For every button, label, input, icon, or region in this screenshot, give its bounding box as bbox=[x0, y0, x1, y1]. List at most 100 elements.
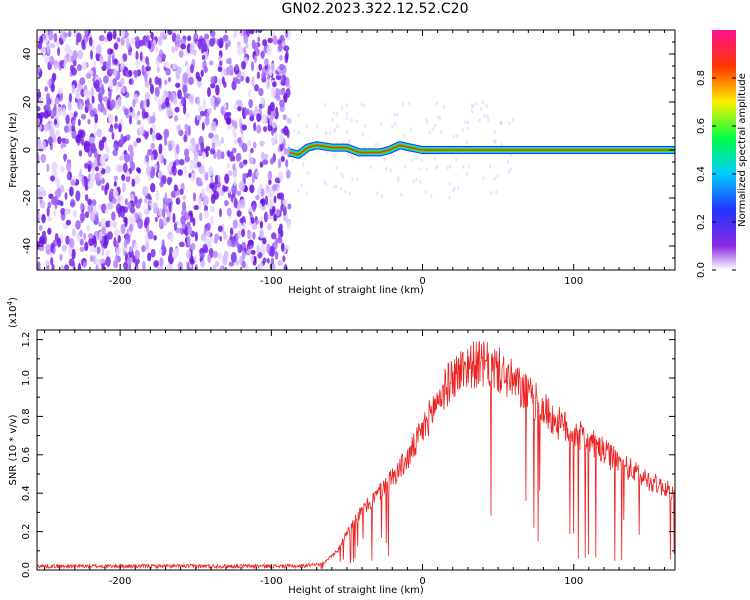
noise-speckle bbox=[217, 252, 223, 261]
noise-speckle bbox=[135, 50, 139, 61]
faint-speckle bbox=[494, 139, 497, 144]
noise-speckle bbox=[283, 45, 290, 52]
noise-speckle bbox=[189, 259, 195, 265]
noise-speckle bbox=[120, 133, 124, 144]
noise-speckle bbox=[45, 244, 51, 250]
noise-speckle bbox=[270, 257, 275, 265]
noise-speckle bbox=[193, 49, 197, 56]
noise-speckle bbox=[263, 211, 268, 223]
faint-speckle bbox=[483, 114, 486, 119]
noise-speckle bbox=[213, 190, 220, 200]
noise-speckle bbox=[250, 61, 255, 72]
noise-speckle bbox=[105, 250, 110, 258]
noise-speckle bbox=[150, 153, 155, 161]
noise-speckle bbox=[85, 145, 91, 153]
noise-speckle bbox=[166, 216, 170, 223]
noise-speckle bbox=[144, 216, 150, 226]
noise-speckle bbox=[201, 121, 205, 131]
noise-speckle bbox=[67, 30, 72, 38]
noise-speckle bbox=[39, 111, 46, 119]
faint-speckle bbox=[360, 102, 363, 107]
noise-speckle bbox=[94, 113, 99, 124]
noise-speckle bbox=[61, 244, 67, 252]
faint-speckle bbox=[431, 127, 435, 132]
noise-speckle bbox=[199, 252, 205, 259]
faint-speckle bbox=[296, 188, 300, 193]
noise-speckle bbox=[154, 86, 160, 98]
noise-speckle bbox=[265, 185, 270, 194]
noise-speckle bbox=[113, 237, 117, 248]
noise-speckle bbox=[97, 91, 103, 103]
noise-speckle bbox=[235, 78, 241, 85]
noise-speckle bbox=[188, 210, 193, 217]
noise-speckle bbox=[190, 242, 196, 251]
noise-speckle bbox=[131, 178, 136, 188]
noise-speckle bbox=[106, 98, 111, 110]
noise-speckle bbox=[210, 215, 214, 225]
faint-speckle bbox=[339, 186, 342, 191]
noise-speckle bbox=[199, 110, 205, 117]
noise-speckle bbox=[249, 184, 255, 194]
noise-speckle bbox=[107, 201, 114, 210]
noise-speckle bbox=[155, 190, 160, 202]
noise-speckle bbox=[83, 175, 87, 187]
noise-speckle bbox=[99, 258, 106, 264]
noise-speckle bbox=[207, 107, 212, 114]
noise-speckle bbox=[241, 124, 247, 131]
noise-speckle bbox=[76, 64, 82, 72]
noise-speckle bbox=[247, 248, 251, 255]
noise-speckle bbox=[84, 162, 88, 169]
faint-speckle bbox=[403, 165, 407, 170]
noise-speckle bbox=[285, 30, 289, 39]
noise-speckle bbox=[83, 232, 87, 241]
noise-speckle bbox=[44, 86, 49, 92]
noise-speckle bbox=[68, 238, 75, 249]
noise-speckle bbox=[177, 89, 182, 100]
noise-speckle bbox=[284, 53, 289, 64]
noise-speckle bbox=[84, 211, 90, 219]
noise-speckle bbox=[228, 261, 235, 267]
faint-speckle bbox=[375, 191, 379, 196]
noise-speckle bbox=[202, 169, 206, 176]
noise-speckle bbox=[214, 98, 219, 107]
noise-speckle bbox=[246, 108, 250, 116]
faint-speckle bbox=[412, 179, 416, 184]
noise-speckle bbox=[132, 69, 139, 76]
faint-speckle bbox=[361, 132, 364, 137]
noise-speckle bbox=[266, 79, 271, 90]
noise-speckle bbox=[47, 216, 53, 222]
noise-speckle bbox=[171, 46, 175, 53]
noise-speckle bbox=[64, 209, 70, 216]
snr-frame bbox=[36, 329, 676, 571]
faint-speckle bbox=[306, 170, 309, 175]
noise-speckle bbox=[171, 30, 178, 34]
noise-speckle bbox=[59, 253, 63, 261]
noise-speckle bbox=[115, 203, 122, 214]
faint-speckle bbox=[351, 177, 354, 182]
faint-speckle bbox=[420, 158, 423, 163]
noise-speckle bbox=[274, 131, 278, 141]
faint-speckle bbox=[470, 109, 474, 114]
noise-speckle bbox=[164, 136, 167, 147]
noise-speckle bbox=[273, 195, 277, 204]
noise-speckle bbox=[120, 57, 124, 68]
faint-speckle bbox=[369, 165, 372, 170]
noise-speckle bbox=[146, 165, 150, 177]
noise-speckle bbox=[149, 116, 156, 124]
noise-speckle bbox=[283, 92, 288, 103]
snr-ticks: -200 -100 0 100 0.0 0.2 0.4 0.6 0.8 1.0 1.2 bbox=[21, 330, 675, 587]
noise-speckle bbox=[91, 95, 95, 104]
noise-speckle bbox=[285, 78, 290, 87]
faint-speckle bbox=[488, 164, 492, 169]
faint-speckle bbox=[392, 153, 396, 158]
noise-speckle bbox=[190, 172, 196, 182]
noise-speckle bbox=[206, 112, 210, 119]
noise-speckle bbox=[79, 246, 85, 253]
noise-speckle bbox=[236, 210, 242, 218]
noise-speckle bbox=[101, 65, 107, 72]
noise-speckle bbox=[77, 119, 81, 127]
noise-speckle bbox=[266, 258, 270, 264]
noise-speckle bbox=[50, 109, 54, 118]
noise-speckle bbox=[251, 76, 255, 87]
noise-speckle bbox=[170, 93, 174, 103]
